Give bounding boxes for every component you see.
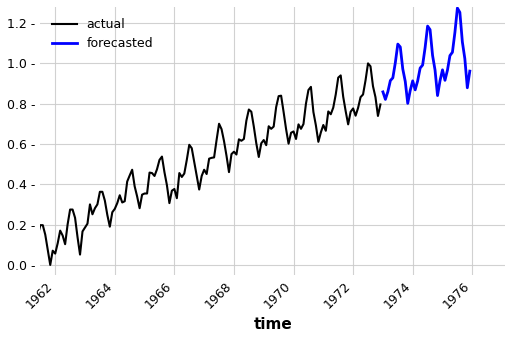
actual xyxy=(377,102,383,106)
forecasted xyxy=(439,68,445,72)
forecasted xyxy=(419,63,425,67)
forecasted xyxy=(395,42,401,46)
actual xyxy=(77,253,83,257)
forecasted xyxy=(430,54,436,58)
actual xyxy=(310,110,316,114)
forecasted xyxy=(447,54,453,58)
Legend: actual, forecasted: actual, forecasted xyxy=(47,13,158,56)
forecasted xyxy=(437,79,443,83)
forecasted xyxy=(392,61,398,65)
actual xyxy=(315,140,322,144)
forecasted xyxy=(435,94,441,98)
forecasted xyxy=(454,6,460,10)
X-axis label: time: time xyxy=(253,317,292,332)
forecasted xyxy=(397,45,403,49)
forecasted xyxy=(459,40,465,44)
forecasted xyxy=(400,67,406,71)
forecasted xyxy=(412,88,418,92)
forecasted xyxy=(407,88,413,93)
forecasted xyxy=(380,90,386,94)
forecasted xyxy=(382,97,389,101)
forecasted xyxy=(450,50,456,54)
forecasted xyxy=(387,79,393,83)
forecasted xyxy=(457,11,463,15)
actual xyxy=(47,263,53,267)
forecasted xyxy=(467,69,473,73)
forecasted xyxy=(385,89,391,94)
forecasted xyxy=(427,28,433,32)
actual xyxy=(365,61,371,65)
forecasted xyxy=(442,78,448,82)
actual xyxy=(23,255,29,259)
Line: actual: actual xyxy=(26,63,380,265)
forecasted xyxy=(390,76,396,80)
forecasted xyxy=(402,79,409,83)
actual xyxy=(278,94,284,98)
forecasted xyxy=(417,66,423,70)
forecasted xyxy=(452,31,458,35)
actual xyxy=(134,194,140,198)
forecasted xyxy=(404,101,411,105)
forecasted xyxy=(422,45,428,49)
forecasted xyxy=(410,79,416,83)
forecasted xyxy=(444,68,451,72)
forecasted xyxy=(424,24,431,28)
forecasted xyxy=(432,68,438,72)
forecasted xyxy=(464,86,471,90)
forecasted xyxy=(462,57,468,61)
forecasted xyxy=(415,79,421,83)
actual xyxy=(50,248,56,253)
Line: forecasted: forecasted xyxy=(383,8,470,103)
